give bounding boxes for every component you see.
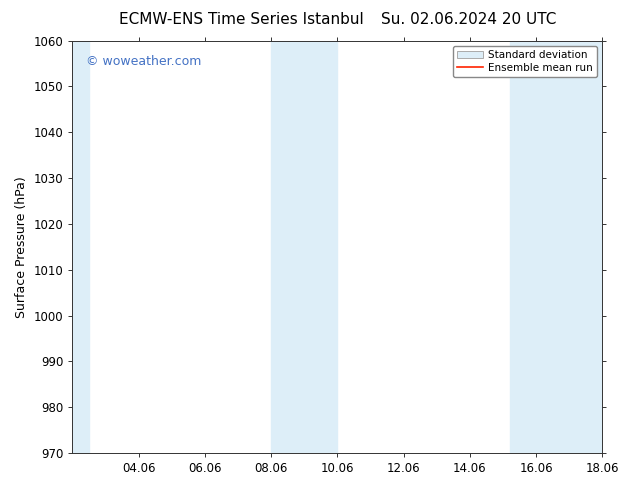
Text: © woweather.com: © woweather.com — [86, 55, 201, 68]
Legend: Standard deviation, Ensemble mean run: Standard deviation, Ensemble mean run — [453, 46, 597, 77]
Bar — [271, 41, 337, 453]
Bar — [56, 41, 89, 453]
Y-axis label: Surface Pressure (hPa): Surface Pressure (hPa) — [15, 176, 28, 318]
Text: ECMW-ENS Time Series Istanbul: ECMW-ENS Time Series Istanbul — [119, 12, 363, 27]
Text: Su. 02.06.2024 20 UTC: Su. 02.06.2024 20 UTC — [382, 12, 557, 27]
Bar — [510, 41, 619, 453]
